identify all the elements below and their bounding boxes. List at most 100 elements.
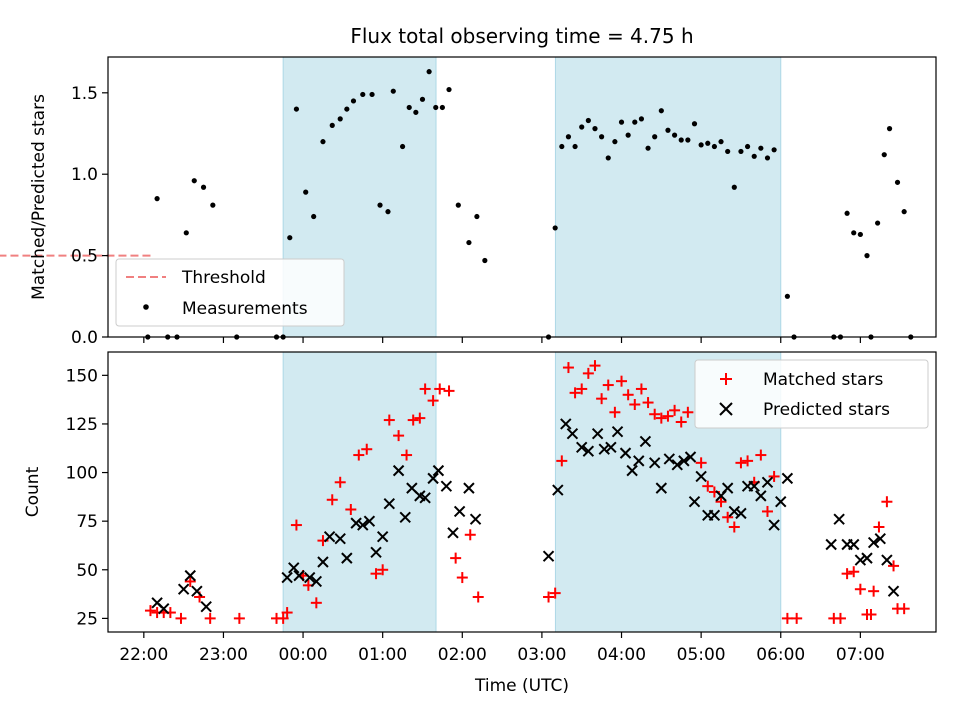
predicted-star-marker (728, 505, 741, 518)
legend-predicted-swatch (719, 402, 733, 416)
matched-star-marker (434, 383, 446, 395)
predicted-star-marker (399, 511, 411, 523)
measurement-point (894, 179, 901, 185)
predicted-star-marker (469, 513, 482, 525)
predicted-star-marker (605, 441, 617, 453)
predicted-star-marker (288, 562, 300, 574)
predicted-star-marker (191, 585, 203, 597)
measurement-point (446, 86, 452, 93)
x-tick-label: 02:00 (438, 645, 487, 665)
predicted-star-marker (440, 480, 453, 492)
matched-star-marker (854, 583, 866, 595)
predicted-star-marker (281, 571, 293, 584)
predicted-star-marker (881, 554, 893, 566)
matched-star-marker (669, 404, 681, 416)
measurement-point (886, 126, 893, 132)
predicted-star-marker (392, 464, 405, 477)
top-panel: 0.0 0.5 1.0 1.5 Matched/Predicted stars Thr… (0, 56, 937, 348)
predicted-star-marker (748, 480, 760, 492)
bottom-legend-box (694, 359, 929, 429)
predicted-star-marker (427, 472, 439, 485)
top-plot-frame (107, 56, 937, 338)
measurement-point (612, 139, 618, 145)
measurement-point (474, 213, 480, 220)
measurement-point (413, 109, 419, 115)
top-shaded-regions (282, 56, 782, 338)
measurement-point (638, 116, 645, 122)
predicted-star-marker (775, 496, 787, 508)
measurement-point (154, 196, 160, 202)
predicted-star-marker (376, 531, 389, 543)
bottom-plot-frame (107, 351, 937, 633)
shaded-interval (554, 56, 782, 338)
matched-star-marker (277, 612, 289, 624)
measurement-point (183, 230, 189, 236)
shaded-interval (282, 351, 437, 633)
matched-star-marker (204, 612, 216, 624)
matched-star-marker (629, 399, 641, 410)
predicted-star-marker (334, 532, 346, 545)
predicted-star-marker (648, 457, 661, 469)
measurement-point (369, 91, 375, 98)
legend-matched-label: Matched stars (763, 370, 883, 390)
predicted-star-marker (768, 519, 780, 531)
matched-star-marker (761, 505, 773, 517)
measurement-point (200, 184, 207, 190)
predicted-star-marker (542, 550, 555, 562)
predicted-star-marker (695, 470, 707, 483)
measurement-point (360, 91, 366, 98)
matched-star-marker (472, 591, 484, 603)
measurement-point (344, 106, 350, 112)
matched-star-marker (450, 552, 462, 564)
matched-star-marker (622, 389, 634, 401)
measurement-point (901, 209, 907, 215)
predicted-star-marker (560, 418, 572, 430)
measurement-point (618, 119, 625, 125)
matched-star-marker (556, 455, 568, 467)
predicted-star-marker (576, 441, 588, 453)
predicted-star-marker (317, 556, 329, 568)
predicted-star-marker (887, 585, 900, 597)
measurement-point (439, 104, 445, 111)
predicted-star-marker (655, 482, 668, 494)
matched-star-marker (635, 383, 647, 395)
predicted-star-marker (854, 554, 867, 566)
y-tick-label: 150 (66, 366, 98, 386)
matched-star-marker (383, 414, 395, 426)
predicted-star-marker (708, 509, 721, 522)
legend-measurement-swatch (143, 304, 149, 310)
predicted-star-marker (310, 575, 323, 588)
matched-star-marker (728, 521, 740, 533)
matched-star-marker (184, 575, 196, 587)
matched-star-marker (702, 480, 714, 492)
matched-star-marker (695, 457, 707, 469)
predicted-star-marker (158, 602, 170, 615)
measurement-point (784, 293, 790, 299)
matched-star-marker (649, 408, 661, 420)
measurement-point (350, 98, 357, 104)
measurement-point (685, 137, 691, 143)
predicted-star-points (151, 418, 900, 615)
measurement-point (303, 189, 309, 195)
measurement-point (751, 153, 757, 159)
matched-star-marker (868, 585, 880, 597)
matched-star-marker (873, 521, 885, 533)
predicted-star-marker (874, 532, 886, 545)
predicted-star-marker (303, 571, 316, 584)
matched-star-marker (290, 519, 302, 531)
predicted-star-marker (781, 472, 794, 485)
matched-star-marker (310, 597, 322, 609)
matched-star-points (144, 360, 910, 624)
predicted-star-marker (552, 484, 564, 496)
x-tick-label: 07:00 (836, 645, 885, 665)
x-tick-label: 06:00 (756, 645, 805, 665)
matched-star-marker (602, 379, 614, 391)
matched-star-marker (848, 566, 860, 578)
measurement-point (399, 143, 406, 150)
y-tick-label: 75 (76, 512, 98, 532)
matched-star-marker (401, 449, 413, 461)
matched-star-marker (662, 410, 674, 422)
top-legend: Threshold Measurements (115, 258, 345, 327)
predicted-star-marker (582, 445, 595, 457)
